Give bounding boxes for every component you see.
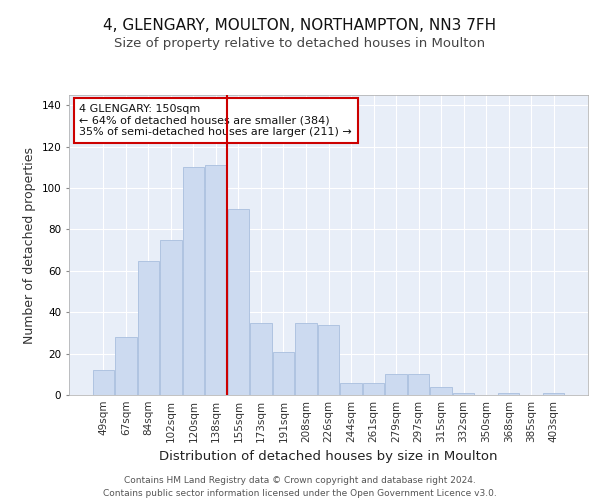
Bar [453,393,475,395]
Bar [408,374,429,395]
Bar [273,352,294,395]
Text: Size of property relative to detached houses in Moulton: Size of property relative to detached ho… [115,38,485,51]
X-axis label: Distribution of detached houses by size in Moulton: Distribution of detached houses by size … [159,450,498,464]
Bar [182,168,204,395]
Text: 4, GLENGARY, MOULTON, NORTHAMPTON, NN3 7FH: 4, GLENGARY, MOULTON, NORTHAMPTON, NN3 7… [103,18,497,32]
Bar [340,382,362,395]
Bar [498,393,520,395]
Bar [160,240,182,395]
Bar [115,337,137,395]
Bar [205,166,227,395]
Bar [363,382,384,395]
Bar [92,370,114,395]
Text: 4 GLENGARY: 150sqm
← 64% of detached houses are smaller (384)
35% of semi-detach: 4 GLENGARY: 150sqm ← 64% of detached hou… [79,104,352,137]
Bar [385,374,407,395]
Bar [543,393,565,395]
Bar [250,322,272,395]
Text: Contains HM Land Registry data © Crown copyright and database right 2024.
Contai: Contains HM Land Registry data © Crown c… [103,476,497,498]
Y-axis label: Number of detached properties: Number of detached properties [23,146,36,344]
Bar [318,324,339,395]
Bar [295,322,317,395]
Bar [430,386,452,395]
Bar [228,209,249,395]
Bar [137,260,159,395]
